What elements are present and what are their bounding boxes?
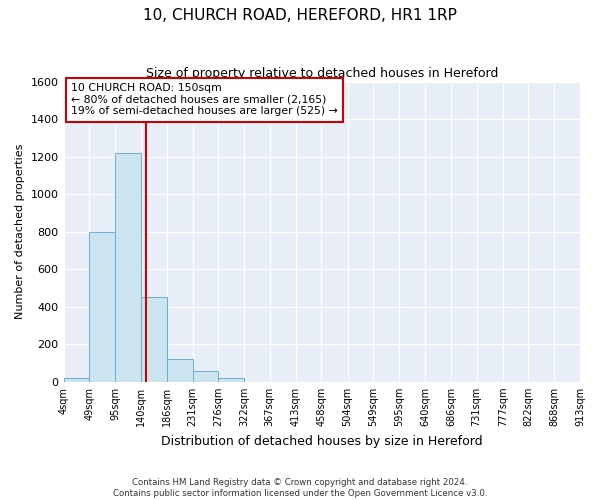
Bar (218, 378, 244, 382)
X-axis label: Distribution of detached houses by size in Hereford: Distribution of detached houses by size … (161, 434, 482, 448)
Bar (64, 378, 89, 382)
Y-axis label: Number of detached properties: Number of detached properties (15, 144, 25, 320)
Bar (89, 232, 115, 382)
Bar (115, 153, 141, 382)
Text: 10, CHURCH ROAD, HEREFORD, HR1 1RP: 10, CHURCH ROAD, HEREFORD, HR1 1RP (143, 8, 457, 22)
Text: Contains HM Land Registry data © Crown copyright and database right 2024.
Contai: Contains HM Land Registry data © Crown c… (113, 478, 487, 498)
Bar (193, 370, 218, 382)
Bar (167, 360, 193, 382)
Title: Size of property relative to detached houses in Hereford: Size of property relative to detached ho… (146, 68, 498, 80)
Text: 10 CHURCH ROAD: 150sqm
← 80% of detached houses are smaller (2,165)
19% of semi-: 10 CHURCH ROAD: 150sqm ← 80% of detached… (71, 83, 338, 116)
Bar (141, 298, 167, 382)
